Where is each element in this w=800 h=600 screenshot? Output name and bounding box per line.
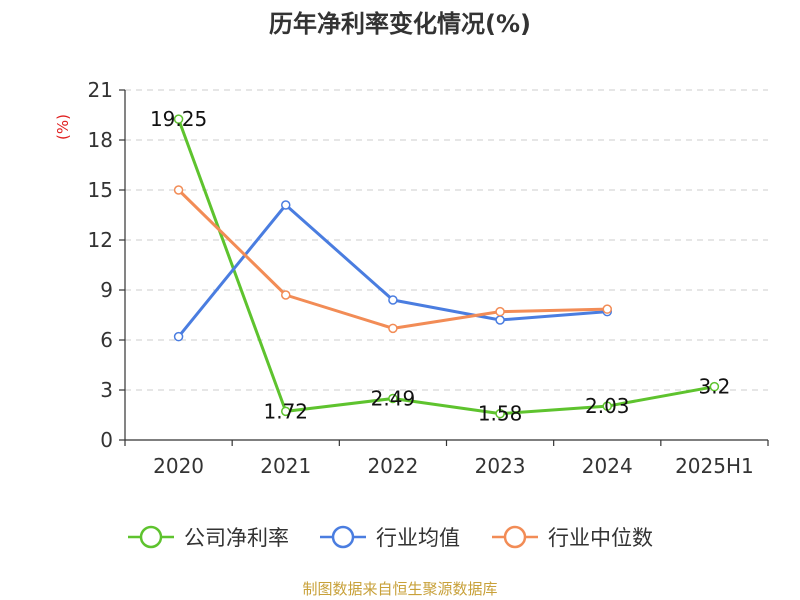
- y-axis-unit-label: (%): [54, 114, 72, 140]
- data-point: [173, 185, 184, 195]
- y-tick-label: 12: [88, 228, 113, 252]
- legend-marker: [139, 525, 163, 549]
- data-point: [281, 406, 291, 417]
- series-lines: [173, 114, 720, 419]
- y-tick-label: 18: [88, 128, 113, 152]
- legend-label: 公司净利率: [184, 526, 289, 550]
- data-point: [709, 381, 720, 392]
- x-tick-label: 2023: [475, 454, 526, 478]
- data-label: 2.03: [585, 394, 630, 418]
- y-tick-label: 9: [100, 278, 113, 302]
- data-point: [388, 295, 398, 305]
- legend-label: 行业均值: [376, 526, 460, 550]
- chart-title: 历年净利率变化情况(%): [269, 10, 531, 38]
- data-label: 3.2: [699, 375, 731, 399]
- y-tick-label: 21: [88, 78, 113, 102]
- data-point: [602, 304, 612, 314]
- x-tick-label: 2025H1: [675, 454, 754, 478]
- y-tick-label: 6: [100, 328, 113, 352]
- legend-marker: [503, 525, 527, 549]
- legend-item-0: 公司净利率: [128, 525, 289, 550]
- y-tick-label: 3: [100, 378, 113, 402]
- legend-item-2: 行业中位数: [492, 525, 653, 550]
- y-tick-label: 0: [100, 428, 113, 452]
- data-point: [495, 408, 505, 419]
- data-point: [495, 315, 505, 325]
- data-label: 2.49: [371, 387, 416, 411]
- x-tick-label: 2020: [153, 454, 204, 478]
- data-point: [388, 393, 398, 404]
- source-note: 制图数据来自恒生聚源数据库: [302, 580, 497, 598]
- legend: 公司净利率 行业均值 行业中位数: [128, 525, 653, 550]
- data-labels: 19.25 1.72 2.49 1.58 2.03 3.2: [150, 107, 731, 426]
- data-label: 1.58: [478, 402, 523, 426]
- x-tick-label: 2022: [367, 454, 418, 478]
- x-tick-label: 2021: [260, 454, 311, 478]
- data-point: [495, 306, 505, 317]
- grid-lines: [125, 89, 768, 391]
- data-point: [388, 323, 398, 334]
- data-point: [173, 114, 184, 124]
- y-tick-label: 15: [88, 178, 113, 202]
- data-point: [281, 290, 291, 300]
- series-line-0: [177, 118, 715, 416]
- series-line-1: [177, 203, 608, 338]
- legend-marker: [331, 525, 355, 549]
- x-tick-label: 2024: [582, 454, 633, 478]
- data-point: [281, 200, 291, 210]
- data-label: 1.72: [263, 399, 308, 423]
- data-point: [173, 331, 184, 342]
- axes: 0 3 6 9 12 15 18 21 2020 2021 2022 2023 2024 2025H1: [88, 78, 769, 478]
- legend-item-1: 行业均值: [320, 525, 460, 550]
- data-label: 19.25: [150, 107, 207, 131]
- data-point: [602, 401, 612, 411]
- legend-label: 行业中位数: [548, 526, 653, 550]
